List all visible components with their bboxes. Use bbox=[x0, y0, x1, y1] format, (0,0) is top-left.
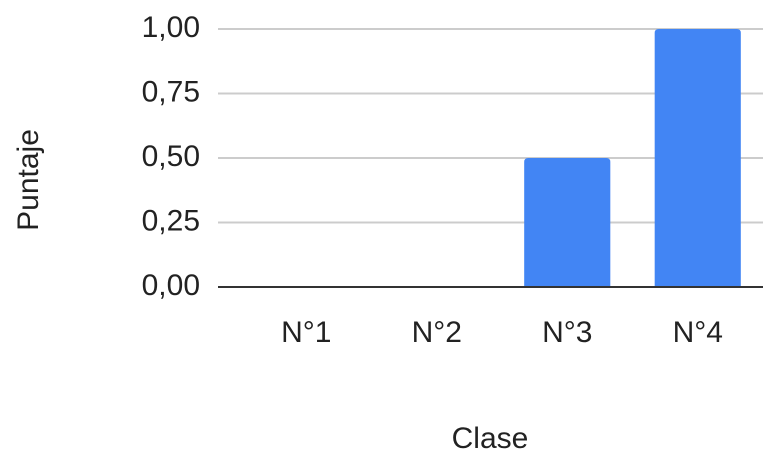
x-tick-label: N°4 bbox=[673, 316, 723, 349]
y-tick-label: 0,25 bbox=[142, 204, 200, 237]
y-tick-label: 0,00 bbox=[142, 269, 200, 302]
y-tick-label: 1,00 bbox=[142, 11, 200, 44]
y-tick-label: 0,50 bbox=[142, 140, 200, 173]
bar bbox=[524, 158, 611, 287]
x-tick-label: N°2 bbox=[412, 316, 462, 349]
x-tick-label: N°3 bbox=[542, 316, 592, 349]
x-tick-label: N°1 bbox=[281, 316, 331, 349]
bar bbox=[654, 29, 741, 287]
y-axis-label: Puntaje bbox=[12, 129, 45, 231]
x-axis-label: Clase bbox=[452, 422, 529, 455]
y-tick-label: 0,75 bbox=[142, 75, 200, 108]
